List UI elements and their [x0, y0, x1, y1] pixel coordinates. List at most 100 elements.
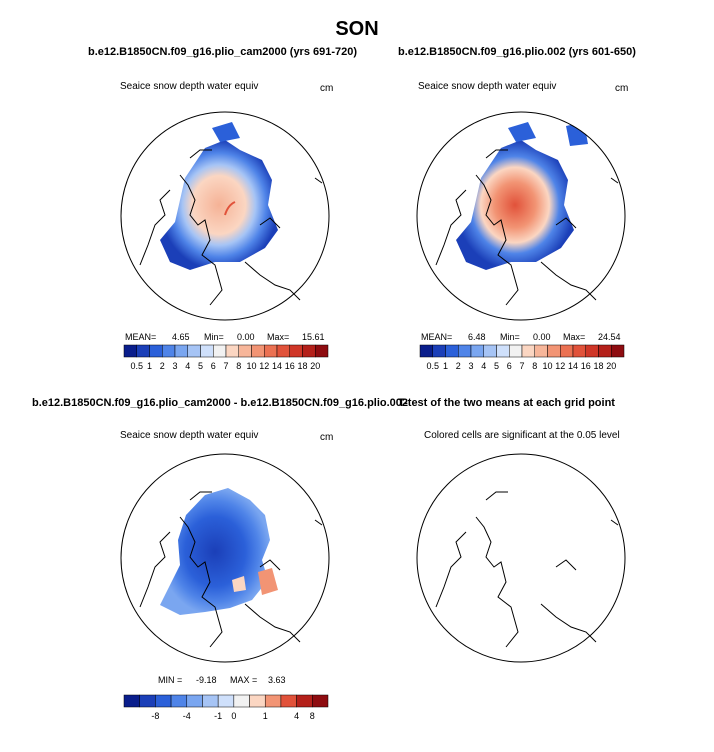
- panel-1-colorbar-tick-label: 18: [297, 361, 308, 371]
- panel-1-colorbar-cell: [251, 344, 265, 358]
- panel-3-colorbar-cell: [280, 694, 297, 708]
- panel-1-colorbar-cell: [213, 344, 227, 358]
- panel-2-colorbar-cell: [534, 344, 548, 358]
- panel-1-colorbar-tick-label: 3: [172, 361, 178, 371]
- panel-2-sea-ice-field: [456, 140, 574, 270]
- panel-1-coastlines: [139, 149, 323, 306]
- panel-1-colorbar-cell: [225, 344, 239, 358]
- panel-2-colorbar-cell: [598, 344, 612, 358]
- panel-1-colorbar-cell: [200, 344, 214, 358]
- panel-1-colorbar-tick-label: 5: [197, 361, 204, 371]
- panel-1-colorbar-tick-label: 12: [259, 361, 270, 371]
- panel-1-mean-label: MEAN=: [125, 332, 157, 342]
- panel-2-colorbar-tick-label: 14: [567, 361, 579, 371]
- panel-1-colorbar-cell: [123, 344, 137, 358]
- panel-1-colorbar-cell: [162, 344, 176, 358]
- panel-2-colorbar-cell: [432, 344, 446, 358]
- panel-2-max-value: 24.54: [598, 332, 621, 342]
- panel-3-sea-ice-field: [160, 488, 270, 615]
- panel-1-colorbar-cell: [289, 344, 303, 358]
- panel-3-positive-anomaly: [258, 568, 278, 595]
- panel-1-colorbar-cell: [276, 344, 290, 358]
- panel-1-colorbar-tick-label: 2: [159, 361, 165, 371]
- panel-2-colorbar-tick-label: 18: [593, 361, 604, 371]
- panel-1-colorbar-tick-label: 0.5: [130, 361, 144, 371]
- panel-3-max-value: 3.63: [268, 675, 286, 685]
- panel-1-colorbar-tick-label: 6: [210, 361, 216, 371]
- panel-3-variable: Seaice snow depth water equiv: [120, 430, 259, 441]
- panel-2-min-label: Min=: [500, 332, 520, 342]
- panel-3-title: b.e12.B1850CN.f09_g16.plio_cam2000 - b.e…: [32, 397, 409, 409]
- panel-2-colorbar-tick-label: 3: [468, 361, 474, 371]
- panel-1-colorbar-tick-label: 14: [271, 361, 283, 371]
- panel-3-positive-anomaly-small: [232, 576, 246, 592]
- panel-1-colorbar-cell: [187, 344, 201, 358]
- panel-2-colorbar-tick-label: 16: [580, 361, 591, 371]
- panel-1-peak-ridge: [224, 201, 236, 216]
- panel-4-map-boundary: [416, 453, 626, 663]
- panel-4-note: Colored cells are significant at the 0.0…: [424, 430, 620, 441]
- panel-3-colorbar-cell: [139, 694, 156, 708]
- panel-1-colorbar-cell: [174, 344, 188, 358]
- panel-1-colorbar: [123, 344, 329, 358]
- panel-2-min-value: 0.00: [533, 332, 551, 342]
- panel-2-variable: Seaice snow depth water equiv: [418, 81, 557, 92]
- panel-3-colorbar-cell: [186, 694, 203, 708]
- panel-2-colorbar-tick-label: 0.5: [426, 361, 440, 371]
- panel-2-colorbar-tick-label: 2: [455, 361, 461, 371]
- panel-2-colorbar-cell: [496, 344, 510, 358]
- panel-2-colorbar-tick-label: 7: [519, 361, 525, 371]
- panel-2-title: b.e12.B1850CN.f09_g16.plio.002 (yrs 601-…: [398, 46, 636, 58]
- panel-4-coastlines: [435, 491, 619, 648]
- panel-4-title: T-test of the two means at each grid poi…: [398, 397, 615, 409]
- panel-3-colorbar-tick-label: -4: [182, 711, 191, 721]
- panel-1-colorbar-cell: [302, 344, 316, 358]
- panel-3-colorbar-tick-label: 4: [294, 711, 300, 721]
- panel-2-colorbar: [419, 344, 625, 358]
- panel-1-units: cm: [320, 83, 334, 94]
- panel-1-colorbar-cell: [315, 344, 329, 358]
- panel-2-mean-label: MEAN=: [421, 332, 453, 342]
- panel-2-colorbar-cell: [458, 344, 472, 358]
- panel-1-mean-value: 4.65: [172, 332, 190, 342]
- panel-2-colorbar-tick-label: 8: [532, 361, 538, 371]
- panel-3-colorbar-tick-label: -1: [214, 711, 223, 721]
- panel-2-max-label: Max=: [563, 332, 586, 342]
- panel-1-colorbar-tick-label: 1: [146, 361, 153, 371]
- panel-2-colorbar-cell: [560, 344, 574, 358]
- panel-3-colorbar-cell: [217, 694, 235, 708]
- panel-1-min-value: 0.00: [237, 332, 255, 342]
- panel-3-coastlines: [139, 491, 323, 648]
- panel-2-colorbar-tick-label: 12: [555, 361, 566, 371]
- panel-1-colorbar-cell: [136, 344, 150, 358]
- panel-2-colorbar-cell: [585, 344, 599, 358]
- panel-1-colorbar-tick-label: 4: [185, 361, 191, 371]
- panel-1-colorbar-tick-label: 10: [246, 361, 257, 371]
- panel-2-colorbar-tick-label: 4: [481, 361, 487, 371]
- panel-3-map: [160, 488, 278, 615]
- figure-title: SON: [335, 18, 379, 40]
- panel-1-colorbar-tick-label: 20: [310, 361, 321, 371]
- panel-2-colorbar-cell: [470, 344, 484, 358]
- panel-3-colorbar-tick-label: 0: [231, 711, 237, 721]
- panel-2-ice-patch: [508, 122, 536, 142]
- panel-1-map: [160, 122, 278, 270]
- panel-2-colorbar-cell: [483, 344, 497, 358]
- panel-3-units: cm: [320, 432, 334, 443]
- panel-1-colorbar-cell: [238, 344, 252, 358]
- panel-3-colorbar-cell: [123, 694, 140, 708]
- panel-2-colorbar-cell: [521, 344, 535, 358]
- panel-1-min-label: Min=: [204, 332, 224, 342]
- panel-3-colorbar-tick-label: -8: [151, 711, 160, 721]
- panel-2-colorbar-tick-label: 1: [442, 361, 449, 371]
- panel-2-colorbar-cell: [611, 344, 625, 358]
- panel-3-min-value: -9.18: [196, 675, 217, 685]
- panel-3-map-boundary: [120, 453, 330, 663]
- panel-2-colorbar-tick-label: 10: [542, 361, 553, 371]
- panel-2-units: cm: [615, 83, 629, 94]
- panel-1-colorbar-cell: [264, 344, 278, 358]
- panel-2-colorbar-cell: [509, 344, 523, 358]
- panel-1-map-boundary: [120, 111, 330, 321]
- panel-3-colorbar-cell: [233, 694, 250, 708]
